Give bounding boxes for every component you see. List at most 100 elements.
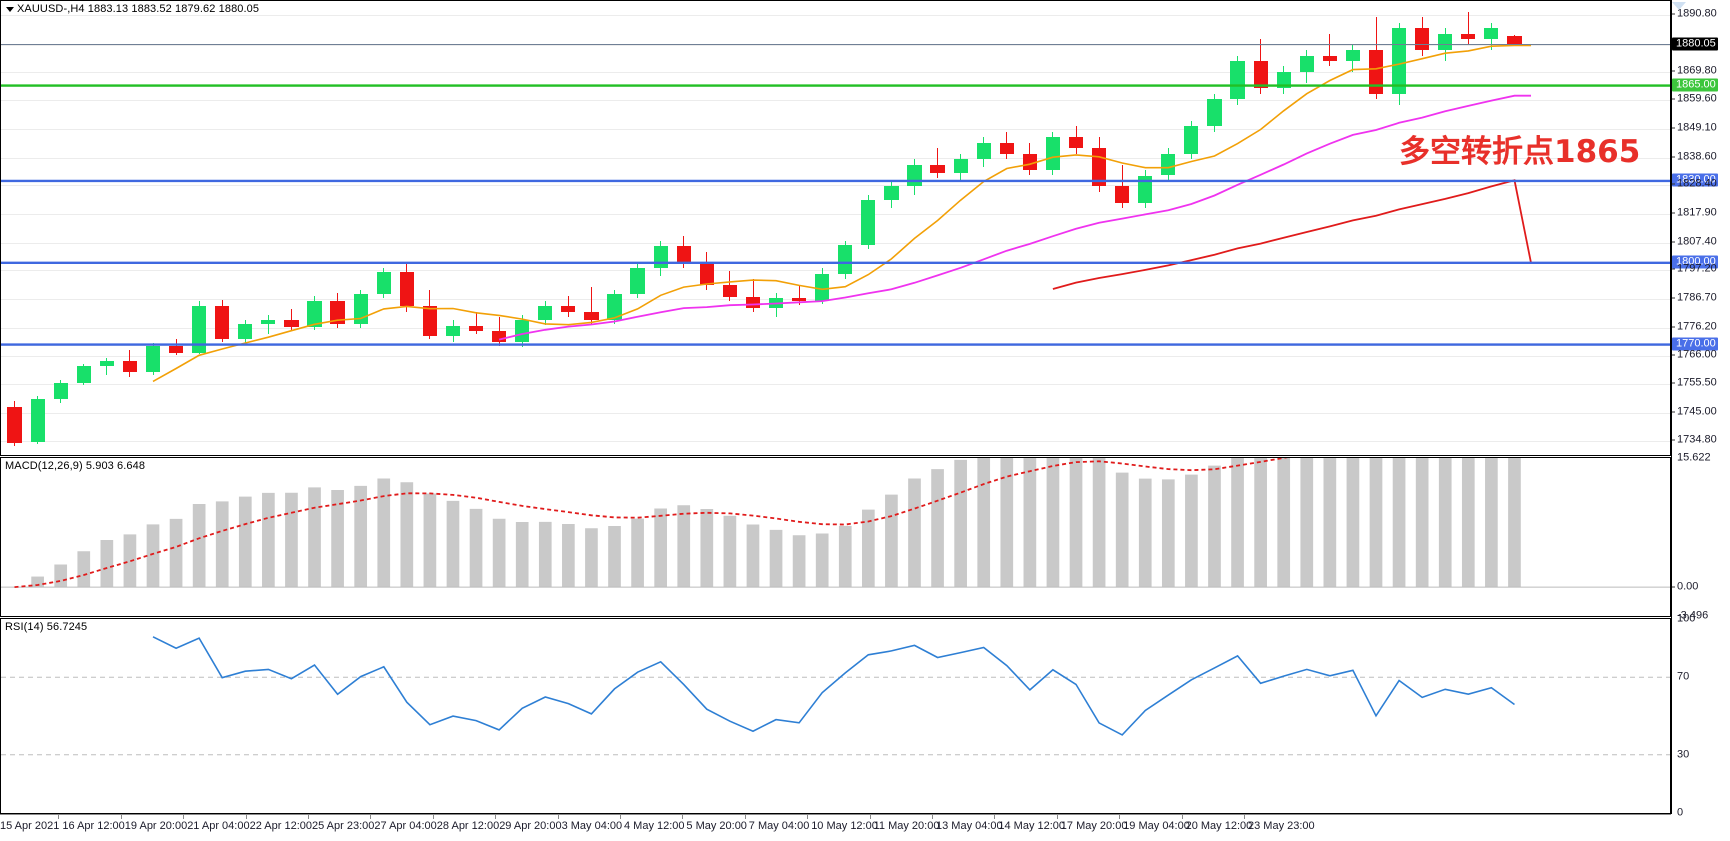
candle-body (561, 306, 576, 312)
candle-body (1484, 28, 1499, 40)
time-axis-tick-mark (432, 815, 434, 819)
candle-body (261, 320, 276, 325)
price-scale-badge-1865-00: 1865.00 (1672, 78, 1718, 91)
time-axis-label: 19 Apr 20:00 (124, 820, 188, 832)
time-axis-label: 19 May 04:00 (1123, 820, 1190, 832)
time-axis-label: 7 May 04:00 (748, 820, 810, 832)
time-axis-label: 5 May 20:00 (686, 820, 747, 832)
candle-body (884, 186, 899, 200)
candle-body (1068, 137, 1084, 149)
price-panel-label: XAUUSD-,H4 1883.13 1883.52 1879.62 1880.… (17, 3, 260, 15)
candle-wick (1467, 11, 1469, 45)
price-scale-tick: 1786.70 (1672, 292, 1717, 304)
time-axis-label: 25 Apr 23:00 (312, 820, 375, 832)
time-axis-tick-mark (1119, 815, 1121, 819)
macd-indicator-panel[interactable]: MACD(12,26,9) 5.903 6.648 (0, 457, 1671, 617)
time-axis-tick-mark (620, 815, 621, 819)
candle-body (168, 345, 184, 353)
candle-body (30, 399, 45, 443)
candle-body (492, 330, 507, 342)
candle-body (307, 300, 322, 327)
time-axis-tick-mark (557, 815, 559, 819)
price-scale-tick: 1797.20 (1672, 263, 1717, 275)
time-axis[interactable]: 15 Apr 2021 16 Apr 12:00 19 Apr 20:00 21 Ap… (0, 814, 1671, 841)
candle-body (1322, 55, 1337, 61)
candle-body (468, 325, 484, 331)
macd-scale-tick: 15.622 (1677, 451, 1711, 464)
price-scale-tick: 1890.80 (1672, 8, 1717, 20)
chart-marker-icon (1672, 2, 1686, 10)
macd-panel-label: MACD(12,26,9) 5.903 6.648 (5, 460, 146, 472)
candle-body (976, 142, 991, 160)
price-chart-panel[interactable]: XAUUSD-,H4 1883.13 1883.52 1879.62 1880.… (0, 0, 1671, 456)
price-scale-tick: 1807.40 (1672, 236, 1717, 247)
time-axis-tick-mark (245, 815, 247, 819)
rsi-line (152, 636, 1515, 736)
time-axis-tick-mark (495, 815, 497, 819)
candle-body (284, 320, 299, 327)
candle-body (215, 306, 230, 340)
time-axis-label: 20 May 12:00 (1185, 820, 1253, 832)
candle-body (376, 272, 391, 295)
price-scale-tick: 1817.90 (1672, 207, 1717, 219)
candle-body (1207, 99, 1222, 127)
candle-wick (798, 284, 800, 306)
candle-body (1184, 126, 1199, 154)
chart-annotation-text: 多空转折点1865 (1399, 134, 1641, 170)
time-axis-label: 29 Apr 20:00 (499, 820, 562, 832)
candle-body (745, 296, 761, 308)
rsi-scale-tick: 100 (1677, 612, 1696, 625)
time-axis-tick-mark (1244, 815, 1245, 819)
candle-body (1091, 148, 1107, 187)
candle-body (699, 262, 714, 285)
rsi-series (1, 636, 1670, 756)
candle-wick (937, 148, 939, 179)
candle-body (515, 320, 530, 342)
macd-series (1, 458, 1670, 588)
candle-body (1507, 36, 1522, 45)
gridline (1, 384, 1670, 386)
price-scale-tick: 1869.80 (1672, 65, 1717, 77)
candle-body (1115, 186, 1130, 203)
time-axis-tick-mark (58, 815, 60, 819)
candle-body (192, 306, 207, 353)
candle-wick (1329, 33, 1331, 67)
time-axis-label: 13 May 04:00 (936, 820, 1003, 832)
candle-body (1138, 175, 1153, 203)
time-axis-label: 4 May 12:00 (624, 820, 685, 832)
price-scale-tick: 1859.60 (1672, 93, 1717, 105)
candle-body (1161, 153, 1176, 176)
price-scale-badge-1770-00: 1770.00 (1672, 337, 1718, 351)
rsi-indicator-panel[interactable]: RSI(14) 56.7245 (0, 618, 1671, 814)
time-axis-label: 11 May 20:00 (873, 820, 940, 832)
time-axis-tick-mark (1181, 815, 1183, 819)
time-axis-tick-mark (183, 815, 185, 819)
time-axis-label: 22 Apr 12:00 (249, 820, 312, 832)
candle-body (999, 142, 1014, 154)
candle-body (930, 164, 945, 173)
time-axis-tick-mark (807, 815, 809, 819)
candle-body (653, 246, 668, 269)
price-scale-tick: 1849.10 (1672, 122, 1717, 133)
collapse-triangle-icon[interactable] (6, 7, 14, 12)
time-axis-label: 10 May 12:00 (811, 820, 878, 832)
price-scale-tick: 1755.50 (1672, 377, 1717, 389)
candle-body (792, 298, 807, 301)
price-scale-tick: 1838.60 (1672, 151, 1717, 162)
candle-body (399, 272, 414, 307)
price-scale-axis[interactable]: 1890.80 1880.05 1869.80 1865.00 1859.60 1849.… (1671, 0, 1730, 818)
candle-body (7, 407, 22, 443)
candle-body (630, 268, 645, 295)
gridline (1, 440, 1670, 442)
rsi-scale-tick: 70 (1677, 670, 1690, 683)
time-axis-tick-mark (682, 815, 684, 819)
candle-body (838, 245, 853, 274)
candle-body (422, 306, 437, 337)
time-axis-label: 14 May 12:00 (998, 820, 1066, 832)
time-axis-tick-mark (1056, 815, 1058, 819)
time-axis-tick-mark (308, 815, 309, 819)
candle-body (445, 325, 461, 337)
gridline (1, 412, 1670, 414)
candle-body (122, 360, 138, 372)
